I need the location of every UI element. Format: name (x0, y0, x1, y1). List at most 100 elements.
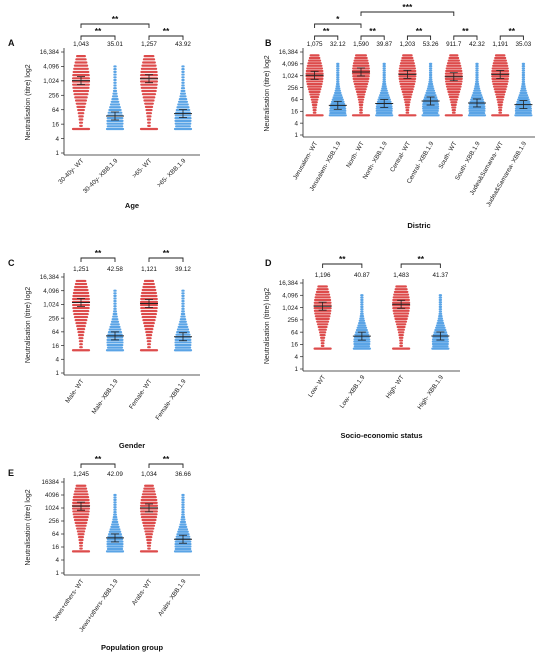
data-column-xbb (467, 62, 487, 117)
x-tick-label: 30-40y- WT (57, 157, 85, 185)
data-column-wt (305, 54, 324, 117)
data-column-wt (139, 55, 159, 131)
y-tick-label: 16 (291, 342, 299, 349)
chart-panel-c: C Neutralisation (titre) log2 1 4 16 64 256 1,0… (8, 248, 200, 450)
y-tick-label: 1 (294, 132, 298, 139)
significance-bracket (148, 463, 184, 468)
data-column-wt (71, 55, 91, 131)
data-value-label: 1,251 (73, 266, 89, 273)
y-tick-label: 4 (294, 354, 298, 361)
y-axis-label: Neutralisation (titre) log2 (264, 288, 271, 364)
data-value-label: 1,075 (307, 41, 323, 48)
significance-label: ** (112, 14, 119, 24)
y-tick-label: 1,024 (43, 302, 59, 309)
data-value-label: 1,483 (393, 272, 409, 279)
bracket-line (314, 35, 339, 40)
y-tick-label: 256 (48, 518, 59, 525)
data-value-label: 1,257 (141, 41, 157, 48)
y-tick-label: 4,096 (282, 61, 298, 68)
y-tick-label: 1,024 (282, 73, 298, 80)
significance-label: ** (95, 26, 102, 36)
data-value-label: 36.66 (175, 471, 191, 478)
x-tick-label: Low- WT (307, 374, 327, 399)
data-column-wt (444, 54, 463, 117)
significance-bracket (148, 257, 184, 262)
significance-label: ** (508, 26, 515, 36)
x-axis-title: Age (125, 201, 139, 210)
significance-bracket (148, 35, 184, 40)
data-column-wt (139, 484, 159, 553)
data-value-label: 1,245 (73, 471, 89, 478)
y-tick-label: 1024 (45, 505, 60, 512)
significance-bracket (406, 35, 432, 40)
y-tick-label: 4,096 (43, 288, 59, 295)
bracket-line (148, 463, 184, 468)
significance-bracket (360, 11, 455, 16)
y-tick-label: 16384 (41, 479, 59, 486)
y-tick-label: 16,384 (279, 280, 299, 287)
significance-label: * (336, 14, 340, 24)
y-tick-label: 64 (291, 329, 299, 336)
x-tick-label: Judea&Samarea- XBB.1.9 (485, 140, 528, 208)
bracket-line (360, 11, 455, 16)
x-tick-label: Jerusalem- WT (292, 140, 319, 181)
significance-label: ** (95, 454, 102, 464)
data-value-label: 1,034 (141, 471, 157, 478)
y-tick-label: 1,024 (43, 78, 59, 85)
data-value-label: 43.92 (175, 41, 191, 48)
significance-label: ** (163, 248, 170, 258)
x-axis-title: Gender (119, 441, 145, 450)
chart-panel-e: E Neutralisation (titre) log2 1 4 16 64 256 102… (8, 454, 200, 652)
data-column-xbb (105, 65, 125, 131)
y-tick-label: 16,384 (40, 274, 60, 281)
x-tick-label: >65- WT (131, 157, 153, 179)
data-value-label: 1,196 (315, 272, 331, 279)
x-tick-label: Low- XBB.1.9 (339, 374, 367, 410)
x-tick-label: Male- WT (64, 378, 85, 404)
data-value-label: 42.58 (107, 266, 123, 273)
y-tick-label: 4 (55, 557, 59, 564)
data-value-label: 911.7 (446, 41, 462, 48)
panel-letter: C (8, 258, 15, 268)
y-tick-label: 16,384 (279, 49, 299, 56)
panel-letter: B (265, 38, 272, 48)
data-column-wt (351, 54, 371, 117)
y-tick-label: 1 (55, 150, 59, 157)
y-tick-label: 4 (55, 136, 59, 143)
significance-label: ** (163, 26, 170, 36)
x-tick-label: Male- XBB.1.9 (91, 378, 120, 416)
significance-label: ** (462, 26, 469, 36)
y-tick-label: 256 (48, 315, 59, 322)
y-tick-label: 4096 (45, 492, 60, 499)
y-tick-label: 4,096 (43, 64, 59, 71)
y-tick-label: 256 (287, 317, 298, 324)
significance-bracket (80, 257, 116, 262)
x-tick-label: Central- WT (389, 140, 412, 173)
data-value-label: 41.37 (432, 272, 448, 279)
data-value-label: 53.26 (423, 41, 439, 48)
panel-letter: E (8, 468, 14, 478)
data-column-wt (71, 484, 91, 553)
chart-panel-d: D Neutralisation (titre) log2 1 4 16 64 256 1,0… (264, 254, 460, 440)
x-tick-label: North- XBB.1.9 (362, 140, 389, 181)
chart-panel-b: B Neutralisation (titre) log2 1 4 16 64 256 1,0… (264, 2, 535, 230)
bracket-line (80, 463, 116, 468)
data-value-label: 1,043 (73, 41, 89, 48)
data-column-wt (139, 279, 159, 352)
significance-bracket (80, 23, 150, 28)
bracket-line (322, 263, 363, 268)
significance-bracket (314, 23, 362, 28)
significance-label: ** (163, 454, 170, 464)
data-column-xbb (173, 65, 193, 131)
data-column-wt (392, 285, 411, 350)
y-axis-label: Neutralisation (titre) log2 (25, 64, 32, 140)
data-value-label: 39.87 (376, 41, 392, 48)
bracket-line (80, 35, 116, 40)
significance-label: ** (95, 248, 102, 258)
significance-bracket (400, 263, 441, 268)
significance-bracket (80, 463, 116, 468)
bracket-line (80, 23, 150, 28)
y-tick-label: 1 (294, 366, 298, 373)
x-axis-title: Population group (101, 643, 163, 652)
x-tick-label: Arabs- XBB.1.9 (157, 578, 188, 618)
